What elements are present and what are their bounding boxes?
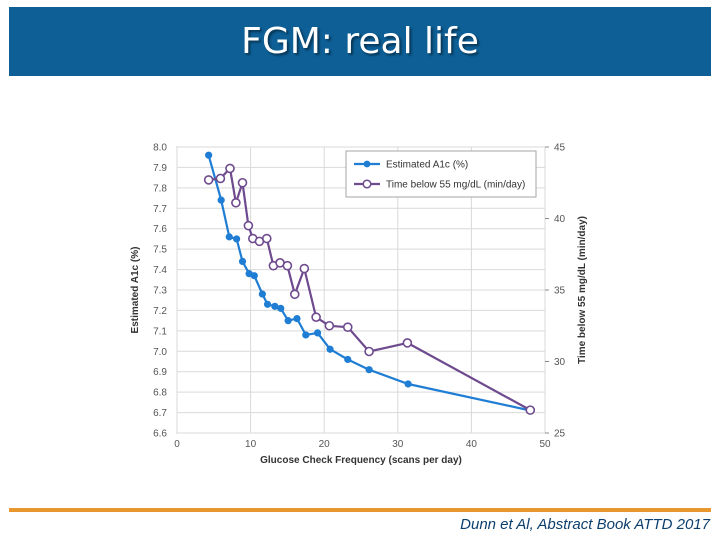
series-0-point [365, 366, 373, 374]
y-right-tick-label: 40 [554, 214, 566, 225]
y-left-tick-label: 7.3 [153, 286, 167, 297]
series-1-point [311, 312, 321, 322]
y-left-tick-label: 7.2 [153, 306, 167, 317]
series-0-point [302, 331, 310, 339]
y-left-tick-label: 7.0 [153, 347, 167, 358]
x-tick-label: 0 [174, 439, 180, 450]
legend-entry-label: Time below 55 mg/dL (min/day) [386, 180, 525, 191]
footer-accent-line [9, 508, 711, 512]
series-1-point [237, 177, 248, 188]
y-left-tick-label: 7.5 [153, 245, 167, 256]
series-1-point [225, 163, 235, 174]
x-tick-label: 50 [539, 439, 551, 450]
series-0-point [344, 355, 352, 364]
legend-swatch-marker [363, 160, 371, 168]
dual-axis-line-chart: 0 10 20 30 40 50 6.6 6.7 6.8 6.9 7.0 7.1 7.2 7.3 7.4 7.… [130, 143, 588, 467]
y-right-axis-title: Time below 55 mg/dL (min/day) [577, 216, 588, 364]
series-1-point [261, 233, 272, 244]
x-tick-label: 40 [466, 439, 478, 450]
series-1-point [203, 175, 214, 185]
series-0-point [284, 317, 292, 325]
y-left-tick-label: 6.7 [153, 408, 167, 419]
y-left-tick-label: 7.6 [153, 224, 167, 235]
series-1-point [215, 173, 226, 184]
series-0-point [225, 233, 233, 241]
series-1-point [299, 263, 310, 274]
slide-title: FGM: real life [241, 21, 479, 62]
y-right-tick-label: 30 [554, 357, 566, 368]
y-left-tick-label: 7.9 [153, 163, 167, 174]
chart-legend: Estimated A1c (%) Time below 55 mg/dL (mi… [345, 150, 537, 198]
y-left-tick-label: 7.4 [153, 265, 167, 276]
legend-entry-label: Estimated A1c (%) [386, 160, 468, 171]
series-1-point [364, 346, 374, 357]
series-0-point [205, 151, 213, 159]
y-left-tick-label: 6.8 [153, 388, 167, 399]
legend-box [345, 150, 537, 198]
series-0-point [233, 235, 241, 243]
x-tick-label: 10 [245, 439, 257, 450]
series-1-point [289, 289, 300, 300]
series-0-point [271, 302, 279, 310]
series-0-point [326, 345, 334, 353]
y-right-tick-label: 25 [554, 429, 566, 440]
y-left-tick-label: 8.0 [153, 143, 167, 154]
y-left-tick-label: 7.1 [153, 326, 167, 337]
y-left-tick-label: 6.6 [153, 429, 167, 440]
series-0-point [258, 290, 266, 298]
y-right-tick-label: 35 [554, 286, 566, 297]
x-tick-label: 20 [319, 439, 331, 450]
series-1-point [342, 322, 353, 332]
series-0-point [238, 257, 247, 265]
series-0-point [263, 300, 272, 308]
series-0-point [250, 272, 258, 280]
y-left-tick-label: 7.8 [153, 183, 167, 194]
series-0-point [277, 304, 285, 312]
series-1-point [231, 197, 241, 208]
y-left-axis-title: Estimated A1c (%) [130, 247, 141, 334]
series-0-point [313, 329, 322, 337]
y-left-tick-label: 7.7 [153, 204, 167, 215]
y-left-tick-label: 6.9 [153, 367, 167, 378]
series-0-point [293, 315, 301, 323]
series-1-point [282, 260, 293, 271]
y-right-tick-label: 45 [554, 143, 566, 154]
x-axis-title: Glucose Check Frequency (scans per day) [260, 455, 462, 466]
legend-swatch-marker [362, 179, 372, 189]
series-1-point [525, 405, 536, 415]
series-0-point [404, 380, 412, 388]
title-bar: FGM: real life [9, 7, 711, 76]
series-1-point [324, 320, 335, 331]
x-tick-label: 30 [392, 439, 404, 450]
series-1-point [402, 338, 413, 348]
series-0-point [217, 196, 225, 204]
series-1-point [243, 220, 254, 231]
citation-text: Dunn et Al, Abstract Book ATTD 2017 [460, 516, 710, 533]
